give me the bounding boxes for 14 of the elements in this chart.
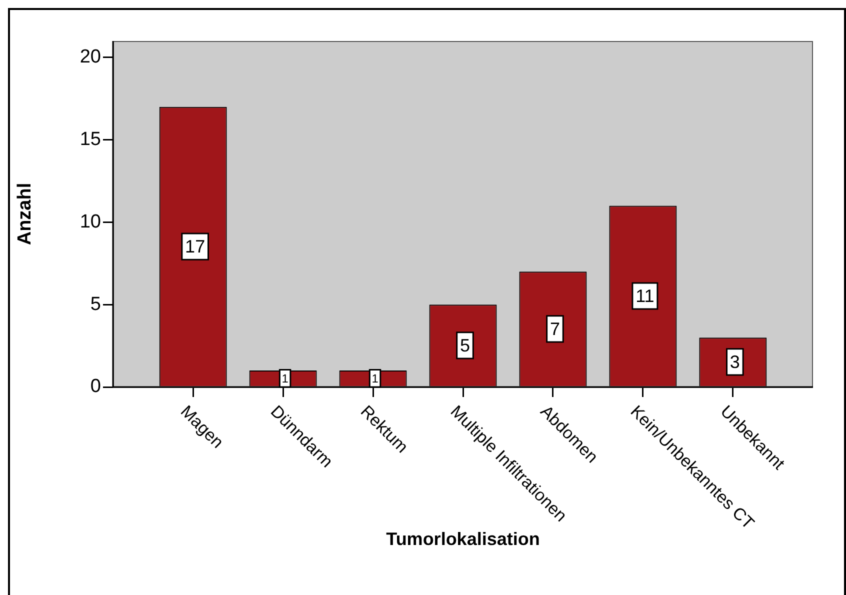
data-label: 5	[460, 335, 470, 356]
y-tick-label: 10	[80, 211, 101, 232]
y-tick-label: 0	[90, 376, 101, 398]
data-label: 11	[636, 286, 654, 306]
y-tick-label: 20	[80, 46, 101, 68]
y-tick-label: 15	[80, 129, 101, 150]
x-axis-title: Tumorlokalisation	[386, 528, 540, 549]
data-label: 7	[550, 318, 560, 339]
y-tick-label: 5	[90, 294, 101, 315]
y-axis-title: Anzahl	[14, 182, 36, 246]
data-label: 1	[282, 372, 289, 386]
data-label: 3	[730, 352, 740, 372]
data-label: 1	[372, 372, 379, 386]
data-label: 17	[185, 236, 206, 257]
